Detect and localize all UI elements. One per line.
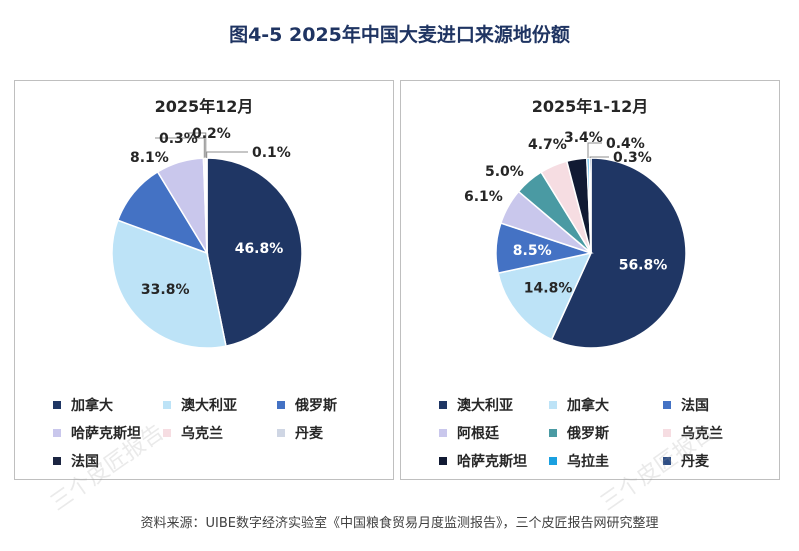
legend-swatch (439, 429, 447, 437)
legend-item: 乌拉圭 (549, 451, 609, 471)
legend-label: 哈萨克斯坦 (71, 426, 141, 442)
legend-label: 乌克兰 (681, 426, 723, 442)
legend-label: 澳大利亚 (457, 398, 513, 414)
legend-item: 澳大利亚 (163, 395, 237, 415)
chart-panel-full-year: 2025年1-12月 56.8% 14.8% 8.5% 6.1% 5.0% 4.7% 3.4… (400, 80, 780, 480)
legend-swatch (663, 429, 671, 437)
slice-data-label: 46.8% (235, 241, 284, 257)
slice-data-label: 4.7% (528, 137, 567, 153)
legend-item: 澳大利亚 (439, 395, 513, 415)
leader-line (206, 151, 248, 158)
leader-line (587, 142, 602, 158)
legend-item: 加拿大 (53, 395, 113, 415)
slice-data-label: 0.1% (252, 145, 291, 161)
legend-item: 丹麦 (277, 423, 323, 443)
slice-data-label: 0.3% (613, 150, 652, 166)
legend-item: 法国 (53, 451, 99, 471)
pie-slice-1 (497, 251, 593, 341)
legend-swatch (53, 401, 61, 409)
legend-item: 法国 (663, 395, 709, 415)
legend-item: 阿根廷 (439, 423, 499, 443)
legend-swatch (277, 401, 285, 409)
slice-data-label: 6.1% (464, 189, 503, 205)
legend-item: 哈萨克斯坦 (53, 423, 141, 443)
legend-label: 加拿大 (71, 398, 113, 414)
main-title: 图4-5 2025年中国大麦进口来源地份额 (229, 24, 570, 46)
pie-chart-full-year: 56.8% 14.8% 8.5% 6.1% 5.0%4.7%3.4% 0.4%0.3% (464, 130, 687, 349)
legend-swatch (549, 457, 557, 465)
slice-data-label: 3.4% (564, 130, 603, 146)
legend-item: 俄罗斯 (277, 395, 337, 415)
legend-label: 澳大利亚 (181, 398, 237, 414)
legend-label: 乌拉圭 (567, 454, 609, 470)
legend-swatch (53, 457, 61, 465)
chart-title-full-year: 2025年1-12月 (531, 97, 649, 116)
legend-swatch (439, 457, 447, 465)
legend-label: 丹麦 (681, 454, 709, 470)
chart-panel-december: 2025年12月 46.8% 33.8% 8.1% 0.3% 0.2% 0.1% 加拿大 澳… (14, 80, 394, 480)
legend-item: 俄罗斯 (549, 423, 609, 443)
legend-label: 俄罗斯 (295, 398, 337, 414)
slice-data-label: 8.1% (130, 150, 169, 166)
legend-label: 丹麦 (295, 426, 323, 442)
slice-data-label: 0.2% (192, 126, 231, 142)
legend-swatch (163, 429, 171, 437)
legend-swatch (549, 429, 557, 437)
leader-line (188, 132, 207, 158)
slice-data-label: 5.0% (485, 164, 524, 180)
leader-line (589, 156, 609, 158)
legend-item: 哈萨克斯坦 (439, 451, 527, 471)
legend-swatch (53, 429, 61, 437)
legend-item: 加拿大 (549, 395, 609, 415)
legend-swatch (277, 429, 285, 437)
slice-data-label: 0.4% (606, 136, 645, 152)
legend-label: 加拿大 (567, 398, 609, 414)
legend-label: 俄罗斯 (567, 426, 609, 442)
leader-line (155, 137, 205, 158)
legend-label: 乌克兰 (181, 426, 223, 442)
slice-data-label: 0.3% (159, 131, 198, 147)
legend-item: 丹麦 (663, 451, 709, 471)
legend-item: 乌克兰 (163, 423, 223, 443)
slice-data-label: 8.5% (513, 243, 552, 259)
slice-data-label: 14.8% (524, 281, 573, 297)
pie-slice-0 (206, 157, 303, 347)
legend-label: 法国 (71, 454, 99, 470)
legend-swatch (439, 401, 447, 409)
source-note: 资料来源：UIBE数字经济实验室《中国粮食贸易月度监测报告》，三个皮匠报告网研究… (140, 516, 659, 531)
pie-slice-8 (588, 157, 592, 254)
legend-item: 乌克兰 (663, 423, 723, 443)
pie-chart-december: 46.8% 33.8% 8.1% 0.3%0.2% 0.1% (111, 126, 303, 349)
legend-swatch (663, 401, 671, 409)
legend-swatch (663, 457, 671, 465)
pie-slice-1 (111, 219, 227, 349)
legend-label: 法国 (681, 398, 709, 414)
legend-swatch (549, 401, 557, 409)
legend-label: 哈萨克斯坦 (457, 454, 527, 470)
slice-data-label: 33.8% (141, 282, 190, 298)
pie-slice-6 (205, 157, 208, 254)
legend-swatch (163, 401, 171, 409)
pie-slice-0 (550, 157, 687, 349)
slice-data-label: 56.8% (619, 257, 668, 273)
legend-label: 阿根廷 (457, 426, 499, 442)
chart-title-december: 2025年12月 (154, 97, 254, 116)
